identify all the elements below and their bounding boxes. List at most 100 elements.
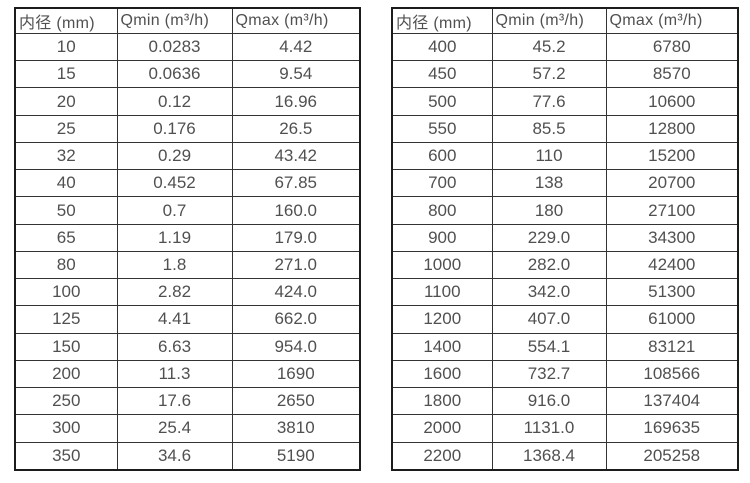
table-cell: 20700 [605,169,739,198]
table-row: 20 0.12 16.96 [14,87,361,116]
table-row: 450 57.2 8570 [391,60,739,89]
table-cell: 110 [491,141,607,171]
table-cell: 1100 [391,278,493,307]
table-cell: 1400 [391,332,493,361]
table-cell: 1600 [391,359,493,389]
table-cell: 300 [14,414,118,443]
flow-spec-table-small-diameters: 内径 (mm) Qmin (m³/h) Qmax (m³/h) 10 0.0283 4.4… [14,7,361,471]
table-cell: 0.7 [116,196,233,225]
table-cell: 15 [14,60,118,89]
column-header: Qmax (m³/h) [231,7,361,34]
flow-spec-table-large-diameters: 内径 (mm) Qmin (m³/h) Qmax (m³/h) 400 45.2 6780… [391,7,739,471]
table-row: 1100 342.0 51300 [391,278,739,307]
table-cell: 229.0 [491,223,607,252]
table-cell: 350 [14,441,118,471]
table-cell: 25.4 [116,414,233,443]
table-cell: 0.12 [116,87,233,116]
column-header: Qmin (m³/h) [116,7,233,34]
table-row: 65 1.19 179.0 [14,223,361,252]
table-row: 125 4.41 662.0 [14,305,361,334]
table-cell: 250 [14,387,118,416]
table-row: 50 0.7 160.0 [14,196,361,225]
table-cell: 25 [14,114,118,143]
table-cell: 150 [14,332,118,361]
table-row: 1600 732.7 108566 [391,359,739,389]
table-cell: 4.41 [116,305,233,334]
table-cell: 169635 [605,414,739,443]
table-cell: 15200 [605,141,739,171]
table-row: 500 77.6 10600 [391,87,739,116]
table-cell: 3810 [231,414,361,443]
table-cell: 4.42 [231,32,361,62]
table-row: 700 138 20700 [391,169,739,198]
table-cell: 0.0283 [116,32,233,62]
table-cell: 662.0 [231,305,361,334]
table-cell: 205258 [605,441,739,471]
table-cell: 65 [14,223,118,252]
table-row: 300 25.4 3810 [14,414,361,443]
table-row: 1200 407.0 61000 [391,305,739,334]
table-cell: 80 [14,250,118,280]
table-cell: 10600 [605,87,739,116]
table-cell: 1690 [231,359,361,389]
table-row: 900 229.0 34300 [391,223,739,252]
table-cell: 6.63 [116,332,233,361]
table-cell: 180 [491,196,607,225]
table-row: 1400 554.1 83121 [391,332,739,361]
table-cell: 27100 [605,196,739,225]
table-cell: 900 [391,223,493,252]
table-row: 15 0.0636 9.54 [14,60,361,89]
table-cell: 200 [14,359,118,389]
table-cell: 61000 [605,305,739,334]
table-cell: 11.3 [116,359,233,389]
table-cell: 0.176 [116,114,233,143]
table-cell: 40 [14,169,118,198]
table-cell: 800 [391,196,493,225]
table-row: 150 6.63 954.0 [14,332,361,361]
table-cell: 0.29 [116,141,233,171]
table-cell: 2200 [391,441,493,471]
table-cell: 32 [14,141,118,171]
table-cell: 0.0636 [116,60,233,89]
column-header: 内径 (mm) [14,7,118,34]
table-cell: 42400 [605,250,739,280]
table-cell: 17.6 [116,387,233,416]
table-cell: 85.5 [491,114,607,143]
table-cell: 57.2 [491,60,607,89]
table-row: 200 11.3 1690 [14,359,361,389]
table-cell: 1.19 [116,223,233,252]
table-cell: 1000 [391,250,493,280]
table-cell: 2000 [391,414,493,443]
table-cell: 6780 [605,32,739,62]
table-row: 40 0.452 67.85 [14,169,361,198]
table-cell: 16.96 [231,87,361,116]
table-cell: 0.452 [116,169,233,198]
table-cell: 100 [14,278,118,307]
table-cell: 50 [14,196,118,225]
table-cell: 732.7 [491,359,607,389]
table-cell: 138 [491,169,607,198]
table-row: 80 1.8 271.0 [14,250,361,280]
table-cell: 1800 [391,387,493,416]
table-row: 2200 1368.4 205258 [391,441,739,471]
table-cell: 600 [391,141,493,171]
table-row: 350 34.6 5190 [14,441,361,471]
table-cell: 77.6 [491,87,607,116]
table-row: 25 0.176 26.5 [14,114,361,143]
column-header: Qmax (m³/h) [605,7,739,34]
table-cell: 108566 [605,359,739,389]
table-cell: 424.0 [231,278,361,307]
table-row: 600 110 15200 [391,141,739,171]
table-row: 32 0.29 43.42 [14,141,361,171]
table-row: 250 17.6 2650 [14,387,361,416]
table-cell: 34300 [605,223,739,252]
table-cell: 407.0 [491,305,607,334]
table-cell: 83121 [605,332,739,361]
table-cell: 137404 [605,387,739,416]
table-cell: 2650 [231,387,361,416]
table-cell: 342.0 [491,278,607,307]
table-cell: 700 [391,169,493,198]
table-cell: 271.0 [231,250,361,280]
column-header: Qmin (m³/h) [491,7,607,34]
table-cell: 51300 [605,278,739,307]
